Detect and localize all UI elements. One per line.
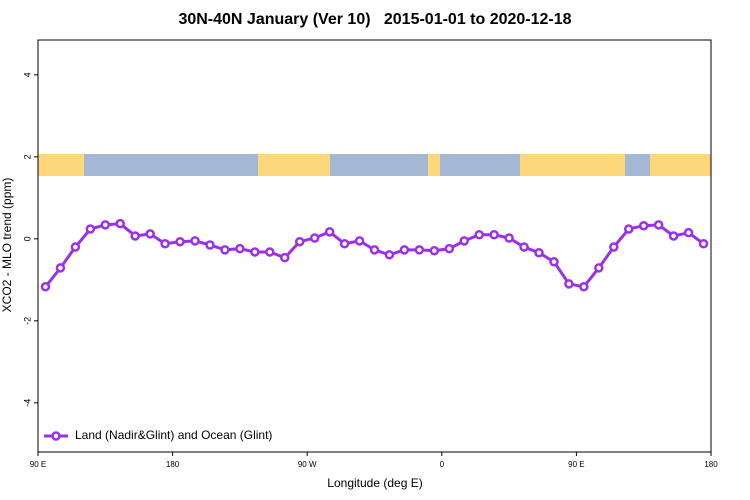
data-point	[324, 227, 335, 237]
data-point	[579, 282, 589, 292]
data-point	[549, 257, 559, 267]
x-tick-label: 90 E	[568, 460, 584, 469]
data-point	[145, 229, 155, 239]
data-point	[85, 224, 96, 234]
data-point	[369, 245, 380, 255]
plot-frame	[37, 39, 712, 453]
y-tick-label: 2	[22, 154, 32, 159]
data-point	[220, 245, 230, 255]
data-point	[564, 279, 574, 289]
data-point	[474, 229, 484, 240]
legend-marker	[51, 431, 61, 441]
data-point	[130, 231, 140, 241]
y-tick-label: 4	[22, 72, 32, 77]
data-point	[55, 263, 66, 273]
data-point	[160, 238, 170, 249]
data-point	[668, 231, 679, 241]
data-point	[519, 242, 529, 252]
x-tick-label: 90 E	[30, 460, 46, 469]
x-tick-label: 180	[166, 460, 180, 469]
data-point	[384, 250, 395, 260]
data-point	[698, 238, 709, 249]
data-point	[399, 245, 410, 255]
data-point	[444, 243, 455, 254]
data-point	[70, 242, 81, 252]
data-point	[623, 224, 634, 234]
data-point	[489, 229, 499, 240]
chart-title: 30N-40N January (Ver 10) 2015-01-01 to 2…	[178, 11, 571, 28]
data-point	[175, 236, 185, 247]
data-point	[534, 248, 544, 258]
x-tick-label: 180	[704, 460, 718, 469]
data-point	[190, 236, 200, 246]
data-point	[265, 247, 275, 257]
y-tick-label: -2	[22, 317, 32, 325]
data-point	[504, 233, 514, 243]
y-tick-label: 0	[22, 236, 32, 241]
data-point	[414, 245, 425, 255]
x-axis-label: Longitude (deg E)	[327, 476, 422, 490]
data-point	[280, 252, 290, 263]
data-point	[459, 236, 469, 246]
y-axis-label: XCO2 - MLO trend (ppm)	[0, 178, 14, 313]
data-point	[683, 227, 694, 238]
x-tick-label: 90 W	[298, 460, 317, 469]
data-point	[429, 245, 440, 256]
data-point	[40, 282, 51, 292]
series-line	[44, 222, 705, 289]
data-point	[205, 240, 215, 250]
data-point	[309, 233, 320, 243]
data-point	[339, 238, 350, 249]
y-tick-label: -4	[22, 399, 32, 407]
data-point	[638, 220, 649, 231]
data-point	[594, 263, 604, 273]
legend-label: Land (Nadir&Glint) and Ocean (Glint)	[75, 428, 272, 442]
data-point	[250, 247, 260, 257]
data-point	[609, 242, 619, 252]
data-point	[115, 218, 126, 229]
data-point	[235, 243, 245, 254]
x-tick-label: 0	[440, 460, 445, 469]
data-point	[354, 236, 365, 246]
data-point	[653, 220, 664, 230]
land-ocean-band	[38, 154, 711, 176]
data-point	[294, 236, 305, 247]
data-point	[100, 220, 111, 230]
